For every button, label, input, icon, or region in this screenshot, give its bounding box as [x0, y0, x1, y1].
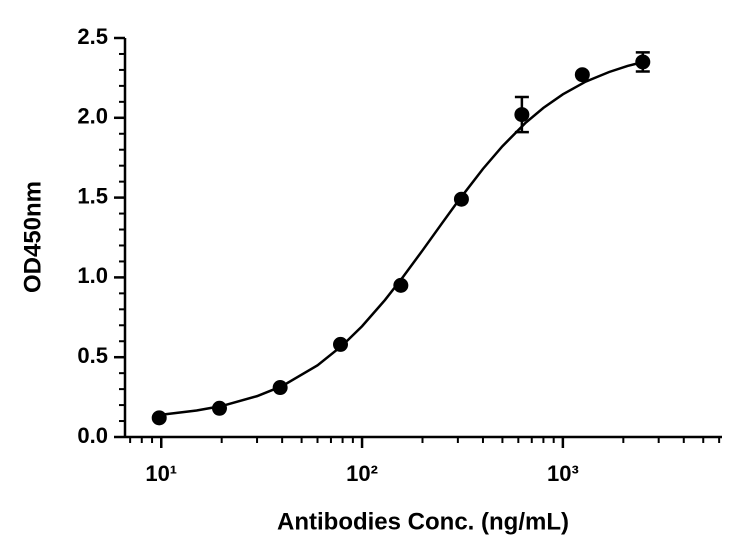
data-point	[151, 410, 167, 426]
data-point	[332, 336, 348, 352]
data-point	[272, 380, 288, 396]
y-axis-title: OD450nm	[19, 181, 46, 293]
data-point	[514, 107, 530, 123]
y-tick-label: 1.5	[77, 183, 108, 208]
data-point	[574, 67, 590, 83]
data-point	[453, 191, 469, 207]
x-tick-label: 10²	[346, 461, 378, 486]
x-tick-label: 10³	[547, 461, 579, 486]
y-tick-label: 2.5	[77, 24, 108, 49]
data-point	[211, 400, 227, 416]
y-tick-label: 0.0	[77, 423, 108, 448]
fit-curve	[159, 60, 644, 417]
y-tick-label: 2.0	[77, 104, 108, 129]
x-tick-label: 10¹	[145, 461, 177, 486]
y-tick-label: 1.0	[77, 263, 108, 288]
data-point	[393, 277, 409, 293]
data-point	[635, 54, 651, 70]
x-axis-title: Antibodies Conc. (ng/mL)	[277, 508, 569, 535]
y-tick-label: 0.5	[77, 343, 108, 368]
